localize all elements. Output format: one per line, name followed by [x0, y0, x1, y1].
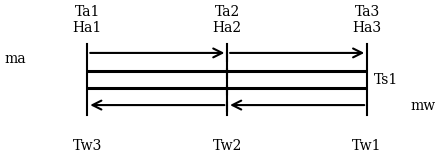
Text: Ts1: Ts1: [374, 73, 398, 87]
Text: mw: mw: [411, 99, 436, 113]
Text: Tw1: Tw1: [352, 139, 382, 153]
Text: Ta1
Ha1: Ta1 Ha1: [73, 5, 102, 35]
Text: Ta3
Ha3: Ta3 Ha3: [353, 5, 382, 35]
Text: Tw3: Tw3: [73, 139, 102, 153]
Text: Ta2
Ha2: Ta2 Ha2: [213, 5, 242, 35]
Text: Tw2: Tw2: [212, 139, 242, 153]
Text: ma: ma: [5, 52, 26, 66]
